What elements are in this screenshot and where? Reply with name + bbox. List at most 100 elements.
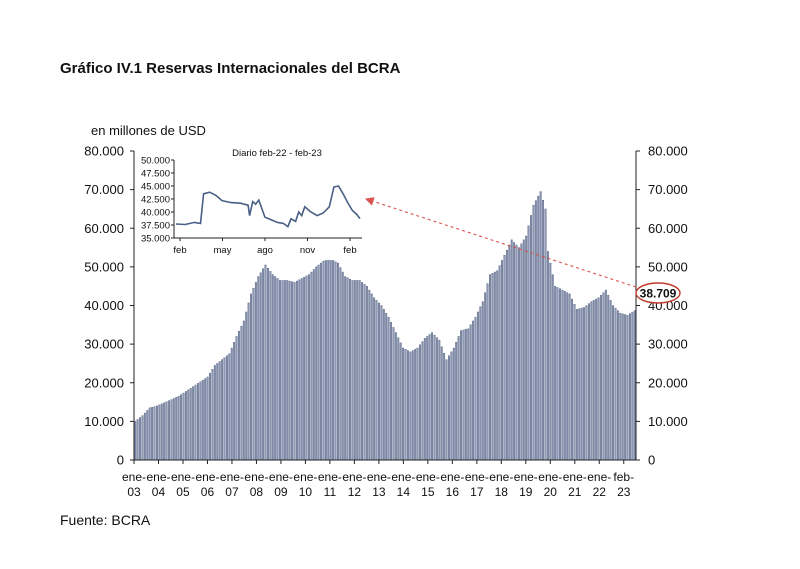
data-bar (295, 280, 298, 461)
data-bar (612, 305, 614, 461)
data-bar (438, 340, 441, 461)
inset-y-tick-label: 35.000 (141, 234, 170, 245)
data-bar (146, 410, 149, 461)
data-bar (435, 337, 438, 461)
x-tick-label-month: ene- (367, 470, 391, 484)
y-tick-label-right: 30.000 (648, 337, 688, 352)
data-bar (460, 330, 462, 461)
x-tick-label-year: 12 (348, 485, 362, 499)
data-bar (585, 305, 588, 461)
data-bar (534, 200, 537, 461)
data-bar (407, 350, 409, 461)
x-tick-label-year: 04 (152, 485, 166, 499)
data-bar (604, 289, 607, 461)
data-bar (310, 271, 313, 461)
data-bar (440, 346, 443, 461)
data-bar (544, 208, 547, 461)
data-bar (614, 307, 617, 461)
data-bar (199, 381, 202, 461)
data-bar (568, 293, 571, 461)
data-bar (515, 244, 518, 461)
data-bar (327, 259, 330, 461)
data-bar (175, 397, 178, 461)
data-bar (320, 262, 322, 461)
data-bar (484, 292, 487, 461)
data-bar (631, 311, 634, 461)
data-bar (513, 242, 516, 461)
data-bar (385, 313, 388, 461)
data-bar (353, 280, 356, 461)
data-bar (134, 421, 137, 461)
data-bar (542, 200, 545, 461)
data-bar (551, 274, 554, 461)
x-tick-label-month: ene- (587, 470, 611, 484)
data-bar (530, 215, 532, 461)
data-bar (433, 334, 436, 461)
data-bar (394, 332, 397, 461)
data-bar (525, 235, 528, 461)
y-tick-label-left: 0 (117, 453, 124, 468)
data-bar (426, 336, 429, 461)
data-bar (334, 261, 337, 461)
inset-y-tick-label: 45.000 (141, 182, 170, 193)
data-bar (356, 280, 359, 461)
data-bar (209, 372, 211, 461)
data-bar (375, 300, 378, 461)
data-bar (474, 316, 477, 461)
data-bar (409, 351, 412, 461)
x-tick-label-month: ene- (465, 470, 489, 484)
data-bar (462, 329, 465, 461)
y-tick-label-right: 50.000 (648, 259, 688, 274)
data-bar (148, 407, 151, 461)
data-bar (621, 313, 624, 461)
x-tick-label-month: ene- (342, 470, 366, 484)
x-tick-label-year: 23 (617, 485, 631, 499)
annotation-circle (635, 282, 681, 304)
x-tick-label-year: 19 (519, 485, 533, 499)
data-bar (293, 282, 296, 461)
data-bar (602, 292, 605, 461)
inset-title: Diario feb-22 - feb-23 (232, 148, 322, 159)
data-bar (300, 278, 303, 461)
data-bar (315, 266, 318, 461)
data-bar (228, 353, 231, 461)
data-bar (493, 271, 496, 461)
data-bar (414, 349, 417, 461)
data-bar (481, 301, 484, 461)
x-tick-label-month: ene- (440, 470, 464, 484)
data-bar (247, 302, 250, 461)
x-tick-label-month: ene- (244, 470, 268, 484)
data-bar (312, 269, 315, 461)
data-bar (165, 401, 168, 461)
data-bar (522, 239, 525, 461)
data-bar (349, 278, 351, 461)
data-bar (575, 309, 578, 461)
data-bar (464, 329, 467, 461)
data-bar (276, 278, 279, 461)
data-bar (380, 305, 383, 461)
data-bar (322, 260, 325, 461)
y-axis-unit-label: en millones de USD (91, 123, 206, 138)
data-bar (402, 347, 405, 461)
x-tick-label-month: ene- (563, 470, 587, 484)
data-bar (204, 378, 207, 461)
data-bar (283, 280, 286, 461)
y-tick-label-right: 10.000 (648, 414, 688, 429)
data-bar (213, 365, 216, 461)
inset-y-tick-label: 40.000 (141, 208, 170, 219)
data-bar (455, 342, 458, 461)
inset-x-tick-label: feb (343, 245, 356, 256)
y-tick-label-right: 70.000 (648, 182, 688, 197)
data-bar (177, 396, 180, 461)
chart-title: Gráfico IV.1 Reservas Internacionales de… (60, 60, 401, 77)
data-bar (201, 380, 204, 461)
data-bar (578, 308, 581, 461)
data-bar (187, 389, 190, 461)
x-tick-label-month: ene- (514, 470, 538, 484)
x-tick-label-year: 13 (372, 485, 386, 499)
data-bar (421, 341, 424, 461)
x-tick-label-month: feb- (613, 470, 634, 484)
data-bar (616, 310, 619, 461)
data-bar (163, 402, 166, 461)
x-tick-label-year: 14 (397, 485, 411, 499)
